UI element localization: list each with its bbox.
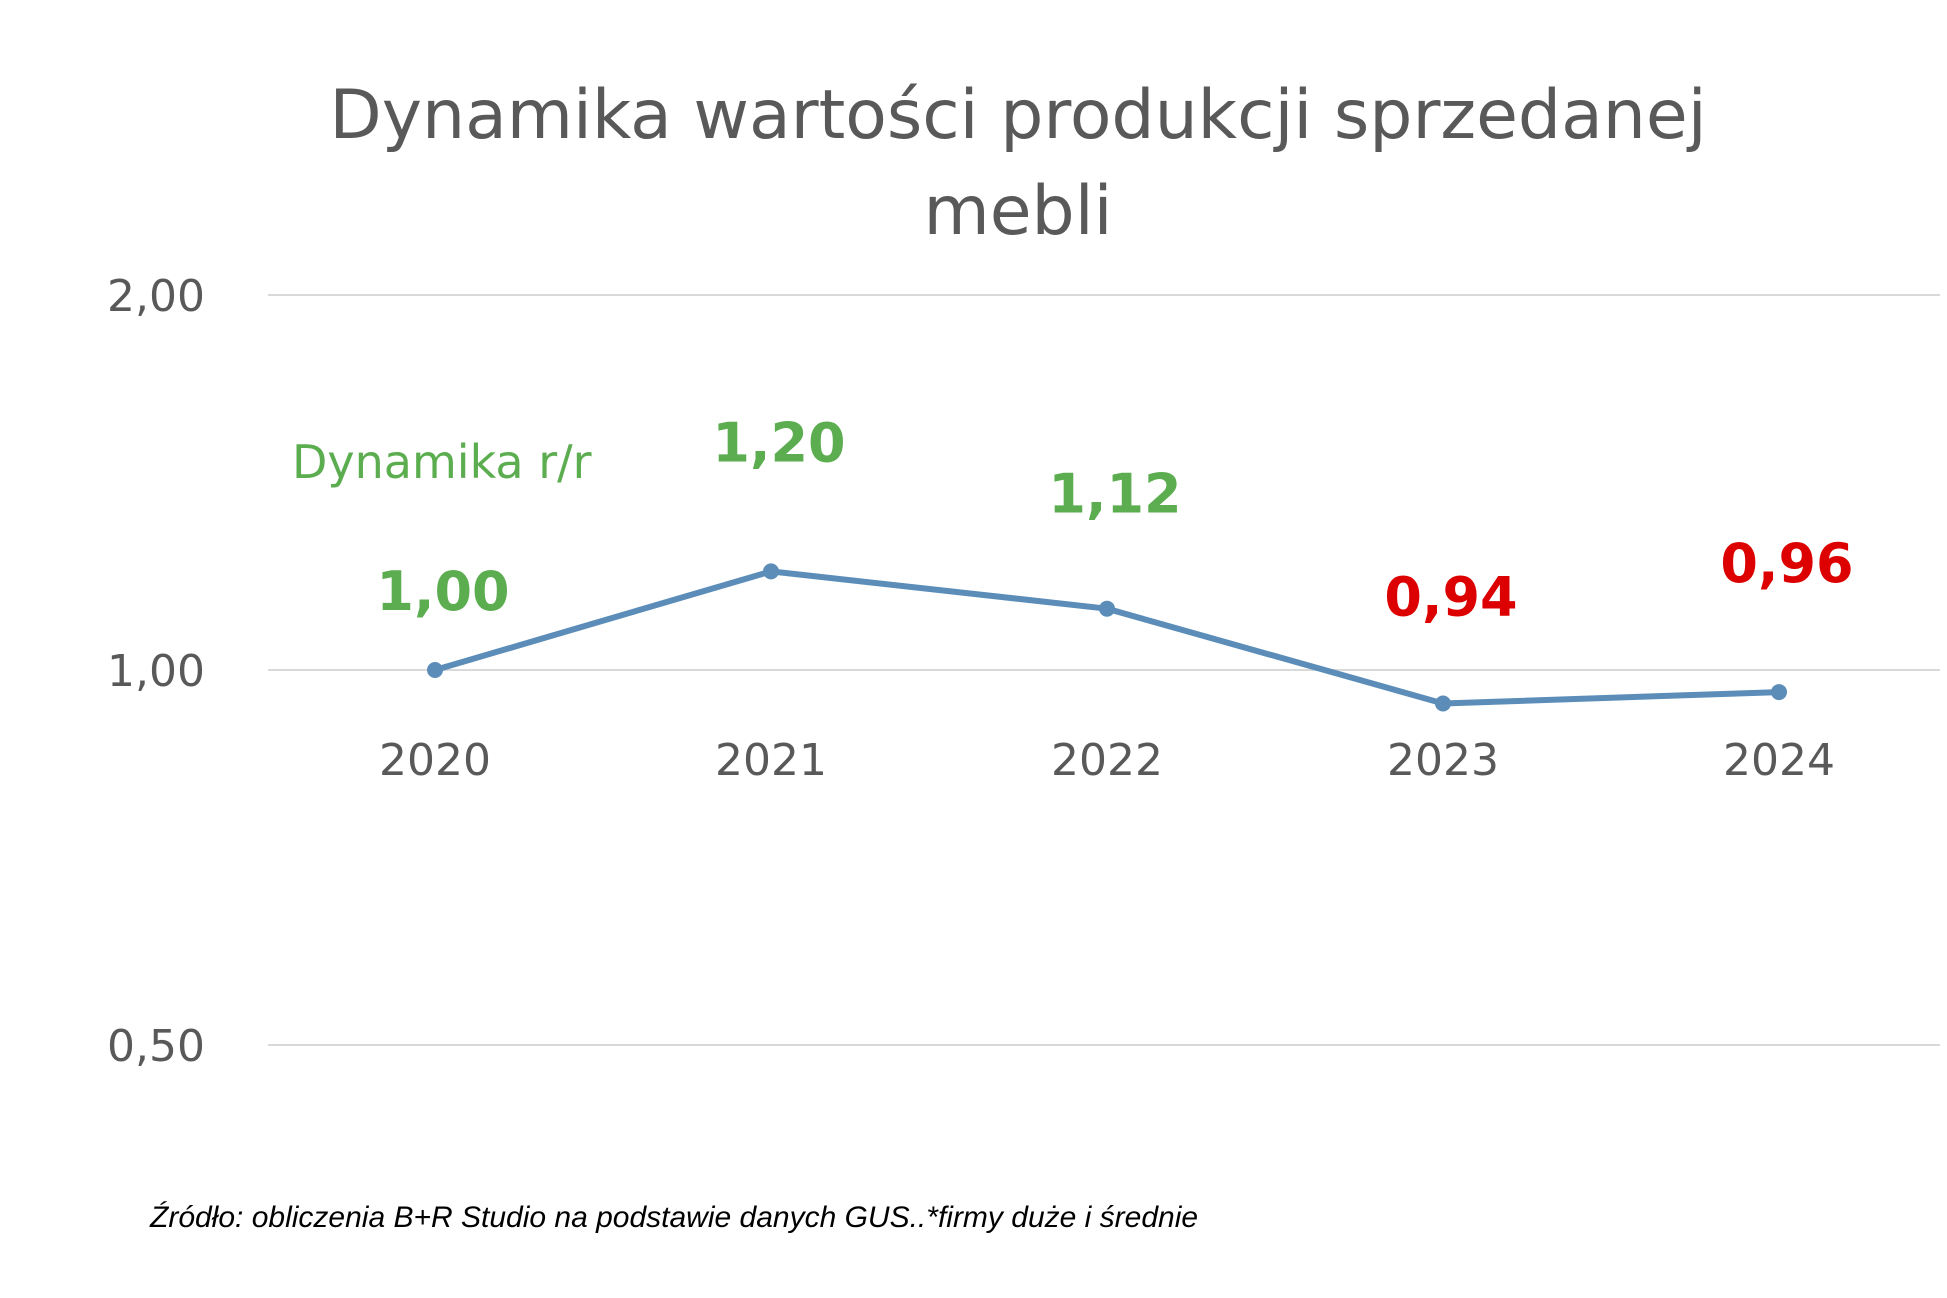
chart-title-line-1: Dynamika wartości produkcji sprzedanej [329,76,1706,155]
data-point [427,662,443,678]
data-label: 1,00 [376,560,509,623]
source-note: Źródło: obliczenia B+R Studio na podstaw… [149,1201,1198,1234]
legend-series-name: Dynamika r/r [292,435,592,489]
data-point [763,563,779,580]
data-points [427,563,1787,712]
data-label: 0,94 [1384,565,1517,628]
data-point [1435,695,1451,712]
data-point [1099,600,1115,617]
x-category-label: 2021 [715,735,827,786]
chart-title-line-2: mebli [923,172,1112,251]
gridlines [268,294,1940,1046]
y-axis-tick-labels: 2,00 1,00 0,50 [107,271,205,1072]
data-label: 1,20 [712,411,845,474]
y-tick-label: 2,00 [107,271,205,322]
y-tick-label: 1,00 [107,646,205,697]
data-point [1771,684,1787,701]
chart-title: Dynamika wartości produkcji sprzedanej m… [329,76,1706,251]
x-category-label: 2024 [1723,735,1835,786]
data-label: 0,96 [1720,532,1853,595]
y-tick-label: 0,50 [107,1021,205,1072]
x-category-label: 2022 [1051,735,1163,786]
x-category-label: 2020 [379,735,491,786]
series-line-group [432,568,1782,707]
data-labels: 1,00 1,20 1,12 0,94 0,96 [376,411,1853,628]
x-axis-category-labels: 2020 2021 2022 2023 2024 [379,735,1835,786]
series-line [432,568,1782,707]
data-label: 1,12 [1048,463,1181,526]
x-category-label: 2023 [1387,735,1499,786]
